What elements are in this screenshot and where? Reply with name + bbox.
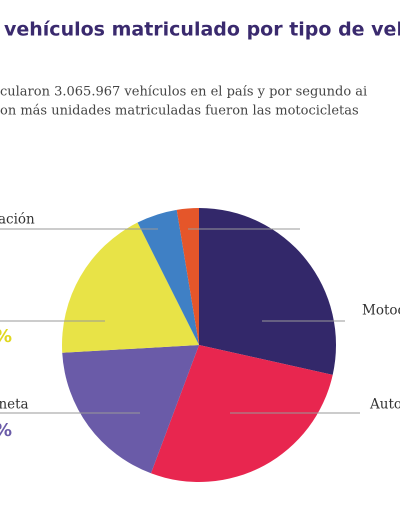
subtitle: on más unidades matriculadas fueron las … (0, 104, 359, 119)
chart-title: vehículos matriculado por tipo de vel (4, 19, 400, 41)
slice-label: ioneta (0, 397, 29, 413)
percent-label: % (0, 420, 12, 441)
pie-slice (61, 222, 199, 353)
pie-slice (62, 345, 199, 474)
pie-slice (199, 208, 336, 375)
slice-label: ación (0, 212, 35, 228)
subtitle: cularon 3.065.967 vehículos en el país y… (0, 85, 367, 100)
slice-label: Auto (369, 397, 400, 413)
slice-label: Motoc (362, 303, 400, 319)
percent-label: % (0, 326, 12, 347)
pie-slice (176, 208, 199, 345)
pie-slice (137, 209, 199, 345)
